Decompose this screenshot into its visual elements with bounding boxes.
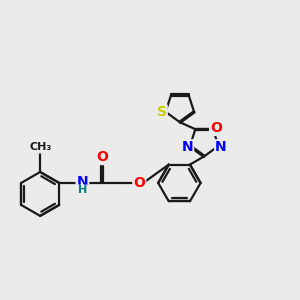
Text: N: N — [215, 140, 227, 154]
Text: H: H — [78, 185, 87, 195]
Text: N: N — [76, 176, 88, 189]
Text: O: O — [96, 150, 108, 164]
Text: S: S — [157, 105, 167, 119]
Text: CH₃: CH₃ — [29, 142, 51, 152]
Text: O: O — [210, 121, 222, 135]
Text: O: O — [134, 176, 145, 190]
Text: N: N — [182, 140, 193, 154]
